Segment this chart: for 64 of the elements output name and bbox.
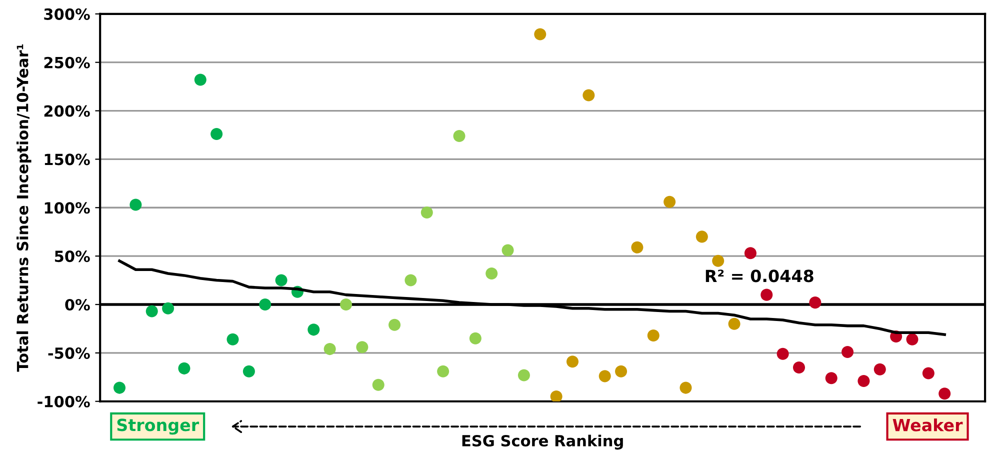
y-tick-label: 150% (44, 154, 90, 166)
point (130, 198, 142, 211)
point (194, 74, 206, 86)
point (226, 333, 239, 346)
point (388, 318, 401, 331)
point (356, 341, 368, 354)
point (776, 348, 789, 360)
point (760, 288, 773, 301)
annotation: R² = 0.0448 (706, 270, 814, 282)
point (210, 128, 223, 140)
point (259, 298, 272, 311)
point (146, 305, 158, 318)
point (469, 332, 482, 344)
point (744, 247, 756, 260)
point (178, 362, 190, 374)
y-tick-label: 100% (44, 202, 90, 214)
point (242, 365, 255, 378)
point (340, 298, 352, 311)
point (906, 333, 918, 346)
y-tick-label: 250% (44, 56, 90, 68)
point (162, 302, 174, 314)
y-tick-label: 0% (65, 298, 90, 311)
point (550, 390, 562, 402)
point (534, 28, 546, 40)
y-tick-label: 50% (54, 250, 90, 262)
y-tick-label: -100% (38, 396, 90, 408)
point (792, 361, 806, 374)
point (518, 369, 530, 382)
point (858, 375, 870, 388)
point (712, 254, 724, 267)
point (615, 365, 628, 378)
point (938, 388, 951, 400)
point (404, 274, 417, 286)
point (275, 274, 288, 286)
point (842, 346, 854, 358)
x-axis-title: ESG Score Ranking (462, 434, 623, 450)
text: Stronger (117, 418, 200, 435)
point (113, 382, 126, 394)
point (922, 367, 934, 380)
point (874, 363, 886, 376)
text: Weaker (892, 418, 963, 432)
point (308, 324, 320, 336)
point (696, 230, 708, 243)
point (502, 244, 514, 256)
y-axis-title: Total Returns Since Inception/10-Year¹ (16, 44, 32, 372)
y-tick-label: 300% (44, 8, 90, 20)
point (324, 343, 336, 356)
point (453, 130, 466, 142)
point (437, 365, 450, 378)
point (680, 382, 692, 394)
point (809, 296, 822, 309)
point (420, 206, 433, 218)
point (598, 370, 611, 382)
y-tick-label: -50% (48, 347, 90, 359)
point (582, 89, 595, 102)
point (566, 356, 579, 368)
point (372, 378, 384, 391)
point (647, 329, 660, 342)
y-tick-label: 200% (44, 105, 90, 117)
point (664, 196, 676, 208)
point (728, 318, 740, 330)
point (486, 267, 498, 280)
point (825, 372, 838, 384)
point (631, 241, 644, 254)
